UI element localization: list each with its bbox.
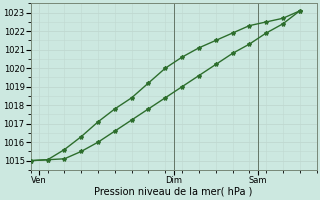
X-axis label: Pression niveau de la mer( hPa ): Pression niveau de la mer( hPa ) — [94, 187, 253, 197]
